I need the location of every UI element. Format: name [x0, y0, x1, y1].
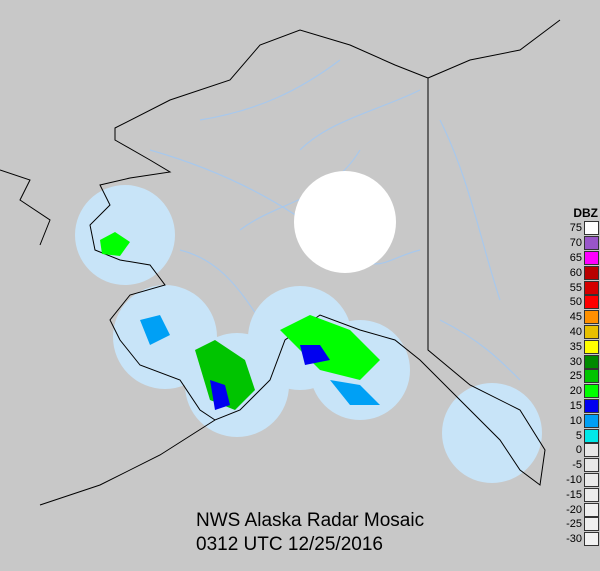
legend-label: 35	[569, 340, 582, 353]
legend-entry: -10	[562, 472, 600, 488]
dbz-legend: DBZ 75 70 65 60 55 50 45 40 35 30 25 20 15 10 5 0 -5 -10-…	[562, 206, 600, 547]
legend-label: -25	[566, 518, 582, 531]
legend-swatch	[584, 236, 599, 251]
legend-label: 25	[569, 370, 582, 383]
legend-swatch	[584, 398, 599, 413]
legend-label: 40	[569, 325, 582, 338]
map-timestamp: 0312 UTC 12/25/2016	[196, 534, 383, 555]
legend-label: -10	[566, 473, 582, 486]
legend-label: 30	[569, 355, 582, 368]
legend-swatch	[584, 310, 599, 325]
legend-swatch	[584, 517, 599, 532]
legend-swatch	[584, 472, 599, 487]
legend-swatch	[584, 369, 599, 384]
legend-swatch	[584, 428, 599, 443]
legend-label: 60	[569, 266, 582, 279]
legend-swatch	[584, 502, 599, 517]
legend-swatch	[584, 339, 599, 354]
legend-label: 45	[569, 311, 582, 324]
legend-swatch	[584, 458, 599, 473]
legend-entry: 35	[562, 339, 600, 354]
legend-entry: -30	[562, 532, 600, 547]
precipitation-echoes	[100, 232, 380, 410]
legend-entry: 25	[562, 369, 600, 384]
legend-label: 50	[569, 296, 582, 309]
legend-entry: 40	[562, 324, 600, 340]
legend-entry: -20	[562, 502, 600, 517]
legend-label: 75	[569, 222, 582, 235]
legend-entry: 20	[562, 384, 600, 399]
legend-unit: DBZ	[573, 206, 598, 220]
legend-swatch	[584, 250, 599, 265]
legend-swatch	[584, 295, 599, 310]
legend-label: -15	[566, 488, 582, 501]
legend-entry: 30	[562, 354, 600, 369]
legend-swatch	[584, 265, 599, 280]
legend-label: 20	[569, 385, 582, 398]
legend-swatch	[584, 413, 599, 428]
legend-swatch	[584, 443, 599, 458]
legend-label: 10	[569, 414, 582, 427]
legend-swatch	[584, 324, 599, 339]
legend-label: 5	[575, 429, 582, 442]
legend-swatch	[584, 487, 599, 502]
legend-entry: 65	[562, 250, 600, 266]
legend-swatch	[584, 221, 599, 236]
legend-label: -5	[572, 459, 582, 472]
legend-entry: 55	[562, 280, 600, 295]
legend-label: 55	[569, 281, 582, 294]
legend-entry: 0	[562, 443, 600, 458]
legend-label: 15	[569, 399, 582, 412]
legend-swatch	[584, 354, 599, 369]
legend-entry: -25	[562, 517, 600, 532]
legend-label: -30	[566, 533, 582, 546]
legend-entry: 15	[562, 398, 600, 414]
legend-entry: 60	[562, 265, 600, 280]
legend-swatch	[584, 384, 599, 399]
coastline	[0, 19, 561, 506]
legend-entry: 50	[562, 295, 600, 310]
legend-swatch	[584, 532, 599, 547]
map-title: NWS Alaska Radar Mosaic	[196, 510, 425, 531]
legend-entry: 45	[562, 310, 600, 325]
legend-label: 0	[575, 444, 582, 457]
legend-entry: 10	[562, 413, 600, 428]
legend-swatch	[584, 280, 599, 295]
legend-entry: -5	[562, 458, 600, 473]
legend-label: 65	[569, 251, 582, 264]
legend-label: -20	[566, 503, 582, 516]
legend-label: 70	[569, 237, 582, 250]
legend-entry: 5	[562, 428, 600, 443]
legend-entry: 70	[562, 236, 600, 251]
legend-entry: -15	[562, 487, 600, 502]
legend-entry: 75	[562, 221, 600, 236]
